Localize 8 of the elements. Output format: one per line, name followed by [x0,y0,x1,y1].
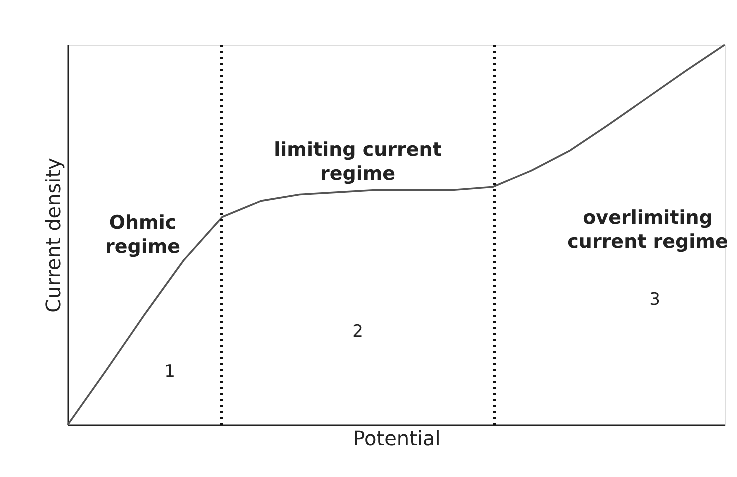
annotation: 1 [164,362,176,382]
annotation: Ohmic regime [105,212,181,258]
x-axis-title: Potential [353,426,441,450]
annotation: overlimiting current regime [568,207,728,253]
annotation: 3 [650,290,660,310]
annotation: limiting current regime [274,139,442,185]
y-axis-title: Current density [42,158,66,313]
annotation: 2 [352,322,364,342]
